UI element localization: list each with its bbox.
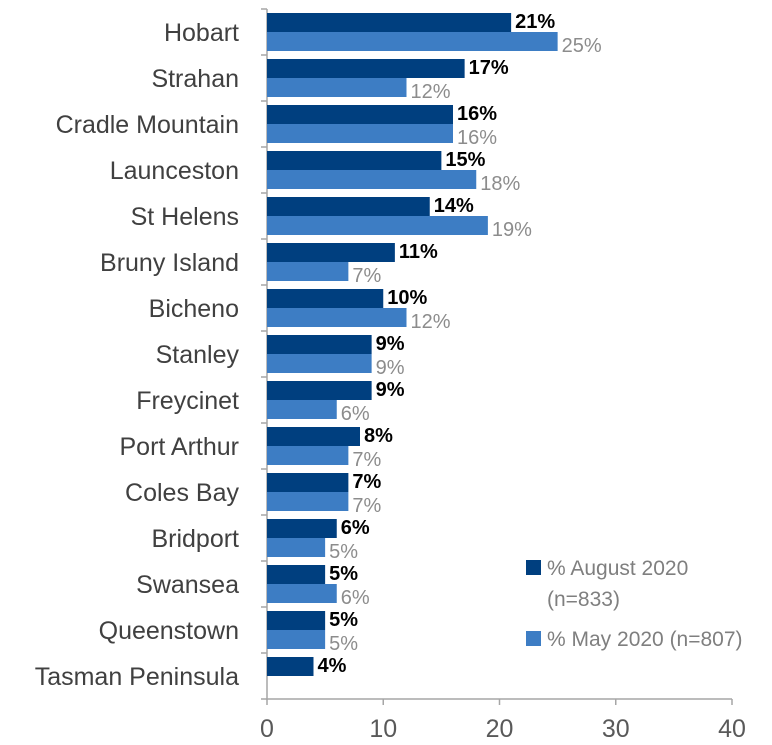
bar-may-2020 [267, 584, 337, 603]
bar-august-2020 [267, 473, 349, 492]
legend-swatch-may-2020 [526, 631, 541, 646]
data-label-may-2020: 25% [562, 35, 602, 57]
x-tick-label: 40 [718, 715, 746, 743]
bar-august-2020 [267, 657, 314, 676]
category-label: Bridport [151, 525, 239, 553]
bar-may-2020 [267, 124, 453, 143]
data-label-may-2020: 7% [352, 495, 381, 517]
legend-label: % May 2020 (n=807) [547, 628, 743, 651]
bar-august-2020 [267, 335, 372, 354]
data-label-august-2020: 5% [329, 563, 358, 585]
category-label: Queenstown [99, 617, 239, 645]
data-label-august-2020: 9% [376, 379, 405, 401]
category-label: Cradle Mountain [56, 111, 239, 139]
category-label: Freycinet [136, 387, 239, 415]
x-tick-label: 30 [602, 715, 630, 743]
category-labels: Hobart Strahan Cradle Mountain Launceston St… [35, 19, 240, 691]
bar-may-2020 [267, 630, 326, 649]
bar-august-2020 [267, 519, 337, 538]
category-label: Bruny Island [100, 249, 239, 277]
tick-labels: 0 10 20 30 40 [260, 715, 746, 743]
category-label: Coles Bay [125, 479, 239, 507]
category-label: Bicheno [149, 295, 239, 323]
data-label-may-2020: 5% [329, 541, 358, 563]
bar-august-2020 [267, 289, 384, 308]
data-label-august-2020: 7% [352, 471, 381, 493]
category-label: Tasman Peninsula [35, 663, 239, 691]
bar-august-2020 [267, 381, 372, 400]
bar-august-2020 [267, 151, 442, 170]
data-label-august-2020: 5% [329, 609, 358, 631]
data-label-august-2020: 15% [445, 149, 485, 171]
category-label: Strahan [151, 65, 239, 93]
bar-august-2020 [267, 197, 430, 216]
x-tick-label: 0 [260, 715, 274, 743]
bar-may-2020 [267, 262, 349, 281]
data-label-august-2020: 14% [434, 195, 474, 217]
data-label-august-2020: 21% [515, 11, 555, 33]
category-label: Hobart [164, 19, 239, 47]
data-label-august-2020: 4% [318, 655, 347, 677]
bar-may-2020 [267, 354, 372, 373]
data-label-may-2020: 7% [352, 449, 381, 471]
bar-august-2020 [267, 611, 326, 630]
category-label: Port Arthur [120, 433, 240, 461]
data-label-may-2020: 12% [411, 311, 451, 333]
bar-may-2020 [267, 170, 477, 189]
bar-may-2020 [267, 32, 558, 51]
data-label-may-2020: 9% [376, 357, 405, 379]
data-label-august-2020: 11% [399, 241, 438, 263]
bar-august-2020 [267, 59, 465, 78]
data-label-august-2020: 9% [376, 333, 405, 355]
data-label-may-2020: 6% [341, 403, 370, 425]
data-label-may-2020: 7% [352, 265, 381, 287]
bar-may-2020 [267, 308, 407, 327]
bar-august-2020 [267, 565, 326, 584]
bar-may-2020 [267, 216, 488, 235]
bar-may-2020 [267, 400, 337, 419]
legend-label: % August 2020 [547, 557, 688, 580]
data-label-may-2020: 16% [457, 127, 497, 149]
bar-may-2020 [267, 78, 407, 97]
bar-august-2020 [267, 105, 453, 124]
data-label-august-2020: 6% [341, 517, 370, 539]
data-label-may-2020: 5% [329, 633, 358, 655]
data-label-august-2020: 8% [364, 425, 393, 447]
data-label-august-2020: 10% [387, 287, 427, 309]
data-label-august-2020: 16% [457, 103, 497, 125]
data-labels: 21%25%17%12%16%16%15%18%14%19%11%7%10%12… [318, 11, 602, 677]
x-tick-label: 10 [369, 715, 397, 743]
category-label: Swansea [136, 571, 239, 599]
x-tick-label: 20 [486, 715, 514, 743]
legend-swatch-august-2020 [526, 560, 541, 575]
category-label: Stanley [156, 341, 240, 369]
category-label: St Helens [131, 203, 239, 231]
legend: % August 2020 (n=833) % May 2020 (n=807) [526, 557, 743, 651]
bar-august-2020 [267, 243, 395, 262]
data-label-may-2020: 18% [480, 173, 520, 195]
legend-label: (n=833) [547, 588, 620, 611]
bar-august-2020 [267, 427, 360, 446]
bar-may-2020 [267, 538, 326, 557]
bar-may-2020 [267, 446, 349, 465]
data-label-may-2020: 19% [492, 219, 532, 241]
data-label-may-2020: 12% [411, 81, 451, 103]
bars [267, 13, 558, 676]
bar-august-2020 [267, 13, 512, 32]
category-label: Launceston [110, 157, 239, 185]
data-label-august-2020: 17% [469, 57, 509, 79]
data-label-may-2020: 6% [341, 587, 370, 609]
bar-may-2020 [267, 492, 349, 511]
